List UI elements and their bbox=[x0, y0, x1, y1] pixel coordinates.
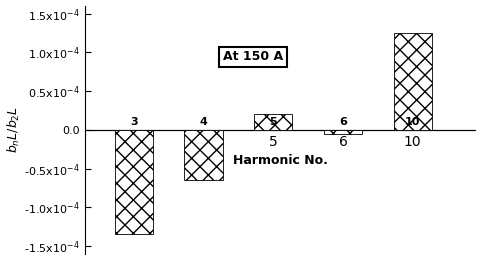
Bar bbox=[253, 114, 292, 130]
Text: At 150 A: At 150 A bbox=[222, 50, 282, 63]
Text: 10: 10 bbox=[404, 118, 420, 128]
Bar bbox=[184, 130, 222, 180]
X-axis label: Harmonic No.: Harmonic No. bbox=[232, 154, 327, 167]
Text: 6: 6 bbox=[338, 118, 346, 128]
Bar bbox=[393, 33, 431, 130]
Bar bbox=[114, 130, 153, 234]
Text: 5: 5 bbox=[269, 118, 276, 128]
Y-axis label: $b_n L/b_2 L$: $b_n L/b_2 L$ bbox=[6, 106, 22, 153]
Bar bbox=[323, 130, 361, 134]
Text: 3: 3 bbox=[130, 118, 137, 128]
Text: 4: 4 bbox=[199, 118, 207, 128]
